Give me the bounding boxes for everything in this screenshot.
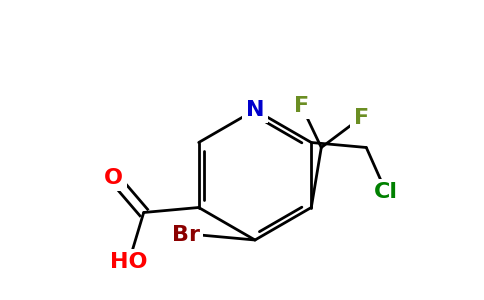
- Text: HO: HO: [110, 253, 148, 272]
- Text: O: O: [104, 167, 123, 188]
- Text: Cl: Cl: [374, 182, 398, 203]
- Text: Br: Br: [172, 225, 200, 245]
- Text: N: N: [246, 100, 264, 120]
- Text: F: F: [354, 107, 369, 128]
- Text: F: F: [294, 95, 309, 116]
